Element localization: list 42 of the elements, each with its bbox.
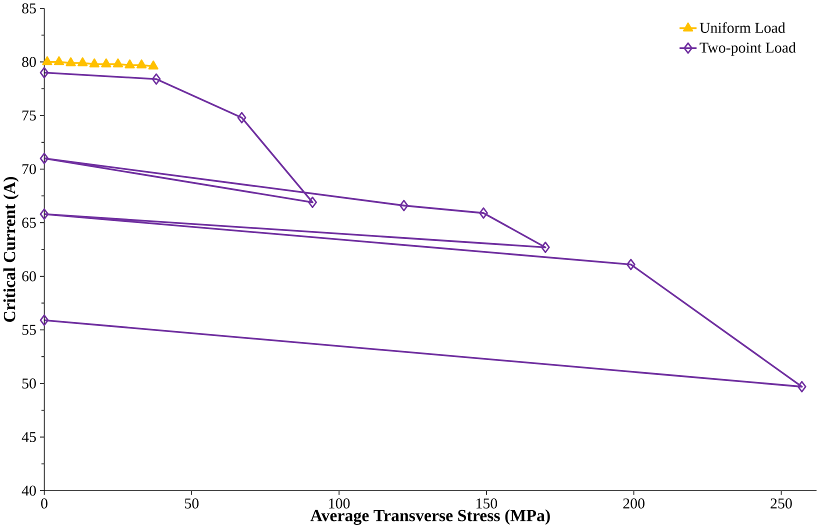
y-tick-label: 70 xyxy=(22,164,36,174)
point xyxy=(40,152,49,164)
x-tick-label: 50 xyxy=(185,498,199,508)
point xyxy=(540,242,550,254)
y-tick-label: 50 xyxy=(22,378,36,388)
point xyxy=(124,59,135,68)
point xyxy=(797,380,806,392)
point xyxy=(308,196,318,208)
point xyxy=(399,200,408,212)
point xyxy=(626,258,636,270)
legend-label: Uniform Load xyxy=(700,22,786,33)
x-tick-label: 250 xyxy=(770,498,792,508)
point xyxy=(40,208,49,220)
point xyxy=(66,57,76,66)
point xyxy=(40,66,49,78)
point xyxy=(112,58,124,68)
y-tick-label: 75 xyxy=(22,110,36,120)
point xyxy=(148,60,158,70)
point xyxy=(237,112,246,124)
y-tick-label: 45 xyxy=(22,432,36,442)
point xyxy=(479,207,488,219)
y-tick-label: 60 xyxy=(22,271,36,282)
x-axis-title: Average Transverse Stress (MPa) xyxy=(310,509,550,525)
point xyxy=(136,59,147,68)
y-tick-label: 55 xyxy=(22,324,36,335)
point xyxy=(42,56,52,66)
y-tick-label: 80 xyxy=(22,56,36,67)
x-tick-label: 150 xyxy=(476,498,498,508)
x-tick-label: 0 xyxy=(41,498,48,508)
point xyxy=(78,57,88,66)
point xyxy=(152,73,161,85)
y-tick-label: 85 xyxy=(22,3,36,14)
y-tick-label: 65 xyxy=(22,218,36,228)
legend-label: Two-point Load xyxy=(700,42,796,56)
point xyxy=(54,56,64,66)
x-tick-label: 100 xyxy=(329,498,350,508)
point xyxy=(101,58,112,68)
point xyxy=(40,314,49,326)
y-axis-title: Critical Current (A) xyxy=(3,176,19,322)
point xyxy=(89,58,100,68)
y-tick-label: 40 xyxy=(22,486,36,496)
x-tick-label: 200 xyxy=(623,498,644,508)
